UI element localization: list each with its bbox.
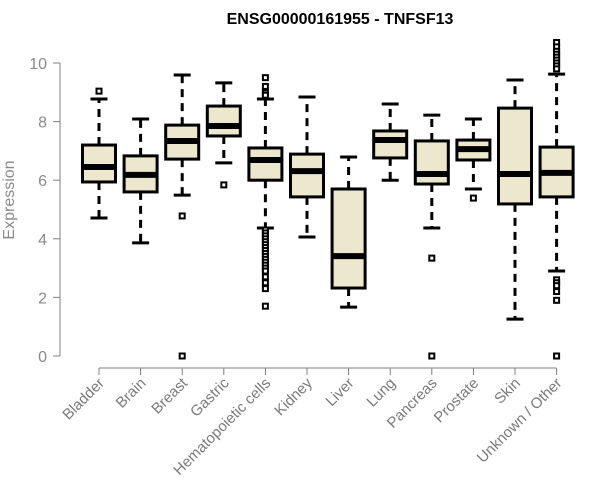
outlier-point [428,254,436,262]
box-lung [372,102,409,182]
outlier-point [261,273,269,281]
box-iqr [289,152,325,199]
y-tick-label: 6 [38,173,47,190]
outlier-point [553,352,561,360]
x-tick-label: Kidney [271,374,316,419]
outlier-point [428,352,436,360]
box-prostate [455,117,492,202]
box-iqr [372,129,409,160]
outlier-point [261,285,269,293]
outlier-point [261,267,269,275]
y-axis-label: Expression [1,160,18,239]
box-pancreas [413,113,450,360]
outlier-point [261,302,269,310]
outlier-point [553,288,561,296]
box-iqr [81,143,117,184]
box-iqr [205,104,242,138]
y-tick-label: 4 [38,232,47,249]
outlier-point [95,87,103,95]
box-iqr [330,187,367,290]
x-tick-label: Lung [363,375,399,411]
outlier-point [469,194,477,202]
box-brain [122,117,159,245]
box-iqr [497,106,533,206]
outlier-point [261,82,269,90]
outlier-point [178,212,186,220]
outlier-point [261,91,269,99]
box-unknown-other [538,38,575,360]
outlier-point [261,279,269,287]
y-tick-label: 8 [38,115,47,132]
chart-title: ENSG00000161955 - TNFSF13 [227,11,454,28]
box-bladder [81,87,117,220]
outlier-point [553,282,561,290]
box-liver [330,155,367,309]
box-iqr [247,146,284,182]
x-tick-label: Skin [491,375,524,408]
y-tick-label: 0 [38,349,47,366]
axes: 0 2 4 6 8 10 [29,56,558,375]
x-tick-label: Liver [322,375,357,410]
box-kidney [289,95,325,239]
y-tick-label: 10 [29,56,47,73]
box-breast [164,73,201,360]
box-skin [497,78,533,321]
x-tick-label: Prostate [431,375,483,427]
boxes [81,38,575,360]
x-tick-label: Bladder [59,375,108,424]
x-tick-label: Brain [113,375,150,412]
box-hematopoietic-cells [247,74,284,310]
y-tick-label: 2 [38,290,47,307]
outlier-point [261,74,269,82]
x-tick-label: Breast [148,374,191,417]
outlier-point [553,296,561,304]
outlier-point [553,65,561,73]
outlier-point [220,181,228,189]
box-gastric [205,81,242,189]
outlier-point [178,352,186,360]
box-iqr [413,139,450,186]
